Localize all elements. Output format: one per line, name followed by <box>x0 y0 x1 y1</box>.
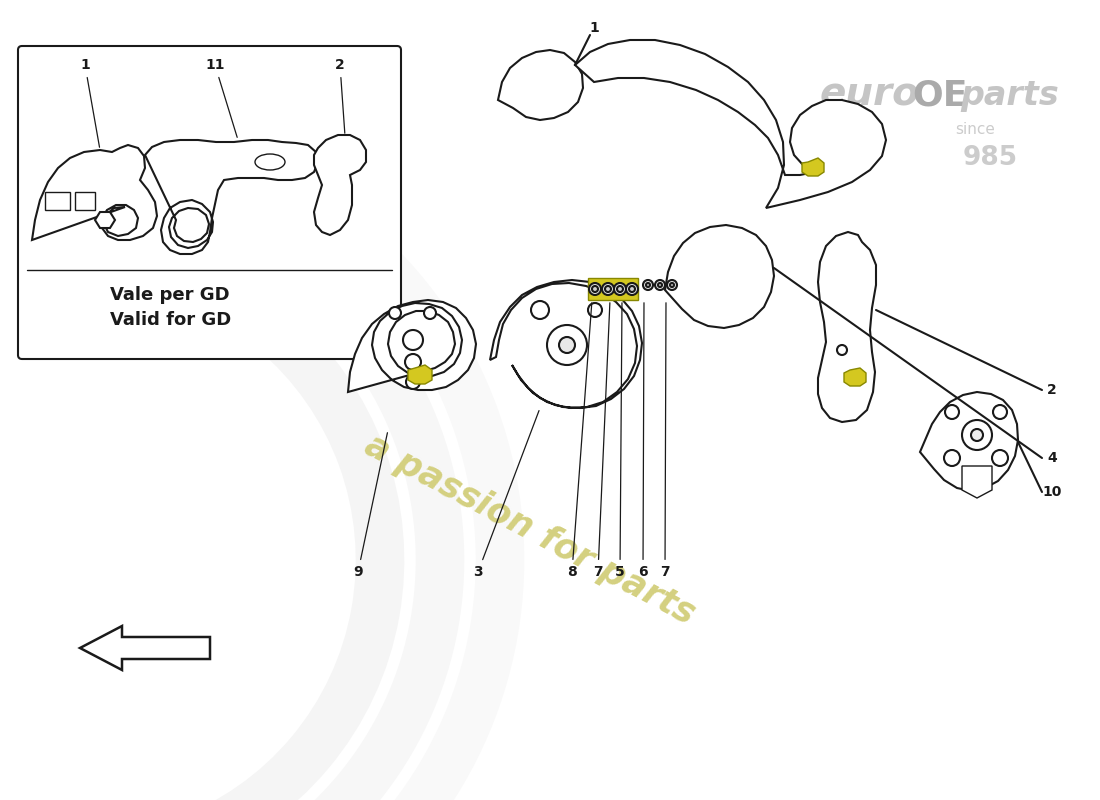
Polygon shape <box>145 140 318 254</box>
Circle shape <box>944 450 960 466</box>
Circle shape <box>588 303 602 317</box>
Circle shape <box>629 286 635 292</box>
Polygon shape <box>408 365 432 384</box>
Polygon shape <box>32 145 157 240</box>
Polygon shape <box>314 135 366 235</box>
Text: 7: 7 <box>660 302 670 579</box>
Polygon shape <box>490 280 642 408</box>
Polygon shape <box>95 212 116 228</box>
Circle shape <box>389 307 402 319</box>
Polygon shape <box>802 158 824 176</box>
Circle shape <box>588 283 601 295</box>
Text: 9: 9 <box>353 433 387 579</box>
Circle shape <box>424 307 436 319</box>
Text: 11: 11 <box>206 58 238 138</box>
Circle shape <box>605 286 610 292</box>
Circle shape <box>992 450 1008 466</box>
Circle shape <box>670 283 674 287</box>
Text: 1: 1 <box>80 58 99 147</box>
Circle shape <box>837 345 847 355</box>
Circle shape <box>405 354 421 370</box>
Text: Valid for GD: Valid for GD <box>110 311 231 329</box>
Circle shape <box>602 283 614 295</box>
FancyBboxPatch shape <box>18 46 402 359</box>
Text: OE: OE <box>912 78 968 112</box>
Polygon shape <box>498 50 583 120</box>
Bar <box>45 192 70 210</box>
Circle shape <box>993 405 1007 419</box>
Circle shape <box>547 325 587 365</box>
Text: 985: 985 <box>962 145 1018 171</box>
Circle shape <box>559 337 575 353</box>
Text: 2: 2 <box>336 58 345 134</box>
Text: 4: 4 <box>1047 451 1057 465</box>
Circle shape <box>971 429 983 441</box>
Text: parts: parts <box>960 78 1059 111</box>
Polygon shape <box>348 300 476 392</box>
Circle shape <box>945 405 959 419</box>
Bar <box>75 192 95 210</box>
Circle shape <box>531 301 549 319</box>
Circle shape <box>667 280 676 290</box>
Polygon shape <box>818 232 876 422</box>
Text: 7: 7 <box>593 302 609 579</box>
Text: 8: 8 <box>568 302 592 579</box>
Polygon shape <box>666 225 774 328</box>
Polygon shape <box>844 368 866 386</box>
Polygon shape <box>575 40 886 208</box>
Circle shape <box>644 280 653 290</box>
Text: 3: 3 <box>473 410 539 579</box>
Text: euro: euro <box>821 76 920 114</box>
Text: 6: 6 <box>638 302 648 579</box>
Text: 10: 10 <box>1043 485 1062 499</box>
Circle shape <box>406 375 420 389</box>
Ellipse shape <box>255 154 285 170</box>
Circle shape <box>403 330 424 350</box>
Circle shape <box>646 283 650 287</box>
Polygon shape <box>962 466 992 498</box>
Circle shape <box>962 420 992 450</box>
Text: 5: 5 <box>615 302 625 579</box>
Text: Vale per GD: Vale per GD <box>110 286 230 304</box>
Circle shape <box>626 283 638 295</box>
Circle shape <box>654 280 666 290</box>
Text: 2: 2 <box>1047 383 1057 397</box>
Text: since: since <box>955 122 994 138</box>
Polygon shape <box>588 278 638 300</box>
Circle shape <box>614 283 626 295</box>
Polygon shape <box>920 392 1018 491</box>
Text: a passion for parts: a passion for parts <box>360 429 701 631</box>
Circle shape <box>617 286 623 292</box>
Text: 1: 1 <box>590 21 598 35</box>
Circle shape <box>592 286 598 292</box>
Circle shape <box>658 283 662 287</box>
FancyArrow shape <box>80 626 210 670</box>
